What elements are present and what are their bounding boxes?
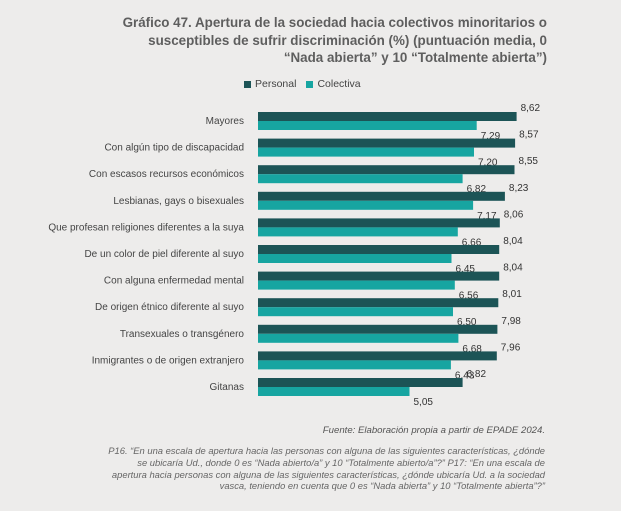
bar-personal <box>258 378 463 387</box>
category-label: De origen étnico diferente al suyo <box>95 302 244 313</box>
value-label-colectiva: 6,68 <box>462 344 482 355</box>
legend: Personal Colectiva <box>244 78 371 90</box>
category-label: Inmigrantes o de origen extranjero <box>92 355 245 366</box>
legend-label-personal: Personal <box>255 78 297 90</box>
value-label-personal: 8,04 <box>503 263 523 274</box>
value-label-colectiva: 6,66 <box>462 237 482 248</box>
bar-personal <box>258 298 499 308</box>
legend-swatch-colectiva <box>306 80 314 88</box>
bar-colectiva <box>258 227 458 237</box>
legend-label-colectiva: Colectiva <box>317 78 361 90</box>
value-label-personal: 8,62 <box>521 103 541 114</box>
value-label-personal: 8,23 <box>509 183 529 194</box>
value-label-colectiva: 6,82 <box>467 184 487 195</box>
bar-colectiva <box>258 307 453 317</box>
value-label-personal: 6,82 <box>467 369 487 380</box>
value-label-colectiva: 5,05 <box>414 397 434 408</box>
value-label-personal: 8,06 <box>504 209 524 220</box>
category-label: Transexuales o transgénero <box>120 329 245 340</box>
value-label-colectiva: 6,56 <box>459 291 479 302</box>
value-label-personal: 8,57 <box>519 130 539 141</box>
bar-personal <box>258 191 505 201</box>
bar-personal <box>258 324 498 334</box>
category-label: Con algún tipo de discapacidad <box>104 143 244 154</box>
bar-colectiva <box>258 387 410 396</box>
bar-personal <box>258 218 500 228</box>
value-label-personal: 8,01 <box>502 289 522 300</box>
bar-personal <box>258 138 516 148</box>
category-label: De un color de piel diferente al suyo <box>84 249 244 260</box>
bar-colectiva <box>258 174 463 184</box>
value-label-personal: 7,98 <box>501 316 521 327</box>
value-label-colectiva: 6,43 <box>455 370 475 381</box>
source-note: Fuente: Elaboración propia a partir de E… <box>322 425 545 436</box>
bar-colectiva <box>258 147 474 157</box>
value-label-colectiva: 6,45 <box>456 264 476 275</box>
category-label: Con escasos recursos económicos <box>89 169 244 180</box>
bar-personal <box>258 112 517 121</box>
category-label: Con alguna enfermedad mental <box>104 276 244 287</box>
value-label-colectiva: 7,17 <box>477 211 497 222</box>
bar-chart: Mayores 8,62 7,29 Con algún tipo de discapa… <box>48 103 541 408</box>
legend-item-personal: Personal <box>244 78 296 90</box>
bar-colectiva <box>258 121 477 130</box>
bar-colectiva <box>258 280 455 290</box>
value-label-personal: 8,04 <box>503 236 523 247</box>
bar-personal <box>258 165 515 175</box>
category-label: Que profesan religiones diferentes a la … <box>48 222 244 233</box>
category-label: Lesbianas, gays o bisexuales <box>113 196 244 207</box>
bar-personal <box>258 245 500 254</box>
value-label-colectiva: 6,50 <box>457 317 477 328</box>
bar-personal <box>258 271 500 281</box>
bar-colectiva <box>258 333 459 343</box>
bar-colectiva <box>258 254 452 263</box>
category-label: Mayores <box>206 116 244 127</box>
value-label-personal: 7,96 <box>501 342 521 353</box>
legend-swatch-personal <box>244 80 251 88</box>
category-label: Gitanas <box>210 382 244 393</box>
bar-colectiva <box>258 200 474 210</box>
value-label-personal: 8,55 <box>519 156 539 167</box>
value-label-colectiva: 7,29 <box>481 131 501 142</box>
value-label-colectiva: 7,20 <box>478 158 498 169</box>
chart-title: Gráfico 47. Apertura de la sociedad haci… <box>122 15 547 65</box>
question-note: P16. “En una escala de apertura hacia la… <box>108 445 545 492</box>
bar-colectiva <box>258 360 451 370</box>
legend-item-colectiva: Colectiva <box>306 78 361 90</box>
bar-personal <box>258 351 497 361</box>
